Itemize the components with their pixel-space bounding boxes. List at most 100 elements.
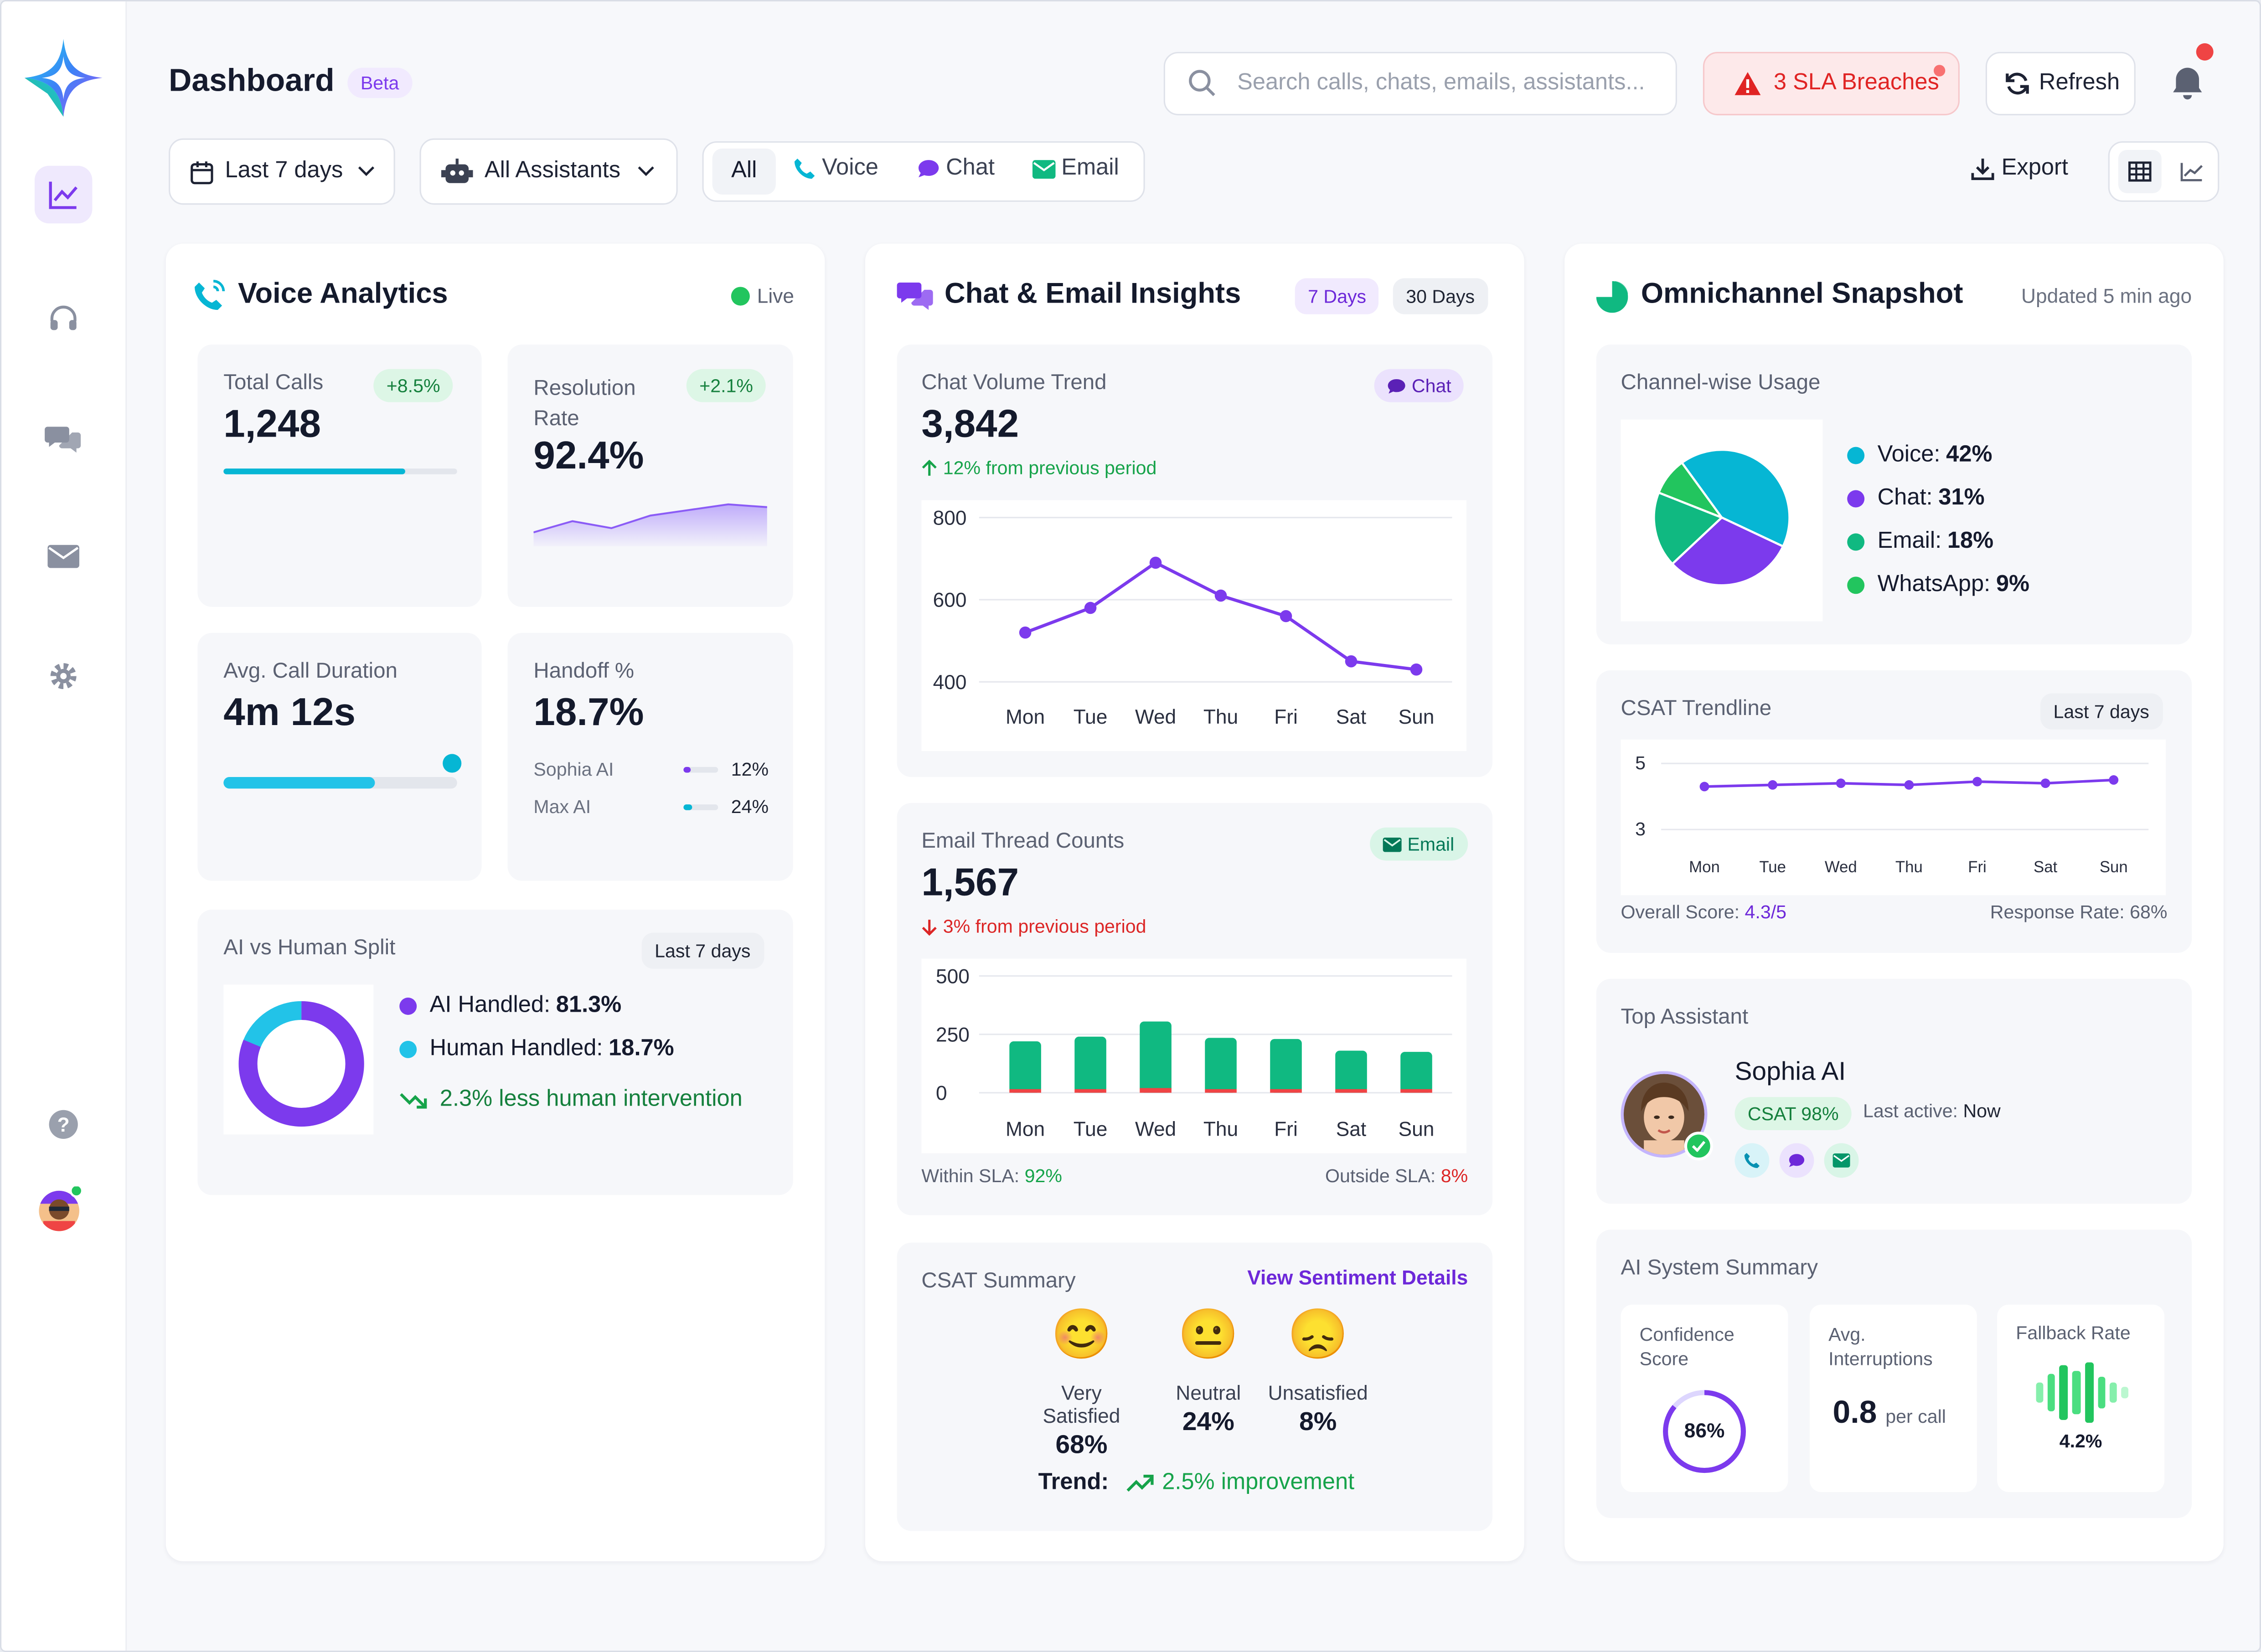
voice-card-title: Voice Analytics	[237, 278, 448, 310]
csat-item-label: Neutral	[1176, 1381, 1241, 1405]
fallback-value: 4.2%	[2059, 1430, 2102, 1452]
email-change-text: 3% from previous period	[943, 915, 1146, 937]
y-tick-label: 400	[933, 671, 967, 694]
assistant-avatar[interactable]	[1621, 1071, 1714, 1161]
y-tick-label: 600	[933, 589, 967, 612]
notification-dot	[2196, 43, 2214, 61]
live-indicator: Live	[731, 284, 794, 307]
legend-label: Email:	[1877, 529, 1942, 554]
ai-summary-title: AI System Summary	[1621, 1256, 1818, 1281]
sparkline-area	[533, 504, 767, 546]
csat-summary-title: CSAT Summary	[921, 1268, 1076, 1293]
human-legend-value: 18.7%	[609, 1036, 674, 1061]
envelope-icon	[47, 545, 79, 568]
view-toggle	[2108, 141, 2220, 202]
sad-emoji-icon: 😞	[1287, 1307, 1349, 1363]
x-tick-label: Thu	[1203, 1118, 1238, 1141]
split-trend-text: 2.3% less human intervention	[439, 1087, 743, 1112]
beta-badge: Beta	[347, 67, 412, 98]
email-nav[interactable]	[35, 528, 93, 586]
human-legend-dot	[399, 1040, 417, 1058]
notifications-button[interactable]	[2167, 63, 2208, 111]
user-avatar[interactable]	[37, 1184, 83, 1232]
range-7-days-button[interactable]: 7 Days	[1295, 278, 1379, 314]
tab-email[interactable]: Email	[1032, 156, 1119, 182]
legend-value: 9%	[1996, 572, 2029, 597]
y-tick-label: 3	[1635, 818, 1646, 839]
top-assistant-tile: Top Assistant Sophia AI CSAT 98% Last ac…	[1596, 978, 2192, 1204]
x-tick-label: Tue	[1074, 706, 1108, 728]
chat-volume-point	[1084, 602, 1097, 614]
tab-voice[interactable]: Voice	[793, 156, 878, 182]
x-tick-label: Fri	[1274, 1118, 1298, 1141]
search-input[interactable]: Search calls, chats, emails, assistants.…	[1237, 71, 1645, 95]
email-thread-label: Email Thread Counts	[921, 829, 1125, 854]
legend-dot	[1847, 447, 1865, 464]
chat-volume-chart: 800 600 400 Mon Tue Wed Thu Fri Sat Sun	[921, 500, 1467, 751]
refresh-button[interactable]: Refresh	[1985, 51, 2136, 116]
voice-nav[interactable]	[35, 290, 93, 348]
csat-item-label: Unsatisfied	[1268, 1381, 1368, 1405]
resolution-rate-tile: Resolution Rate +2.1% 92.4%	[507, 345, 793, 607]
avg-duration-marker	[443, 754, 462, 773]
live-label: Live	[757, 284, 794, 307]
trending-down-icon	[400, 1093, 427, 1109]
tab-all-label: All	[731, 158, 757, 183]
email-thread-chart: 500 250 0 Mon Tue Wed Thu Fri Sat Sun	[921, 958, 1467, 1153]
view-sentiment-details-link[interactable]: View Sentiment Details	[1247, 1266, 1468, 1289]
settings-nav[interactable]	[35, 647, 93, 705]
grid-view-button[interactable]	[2118, 149, 2162, 193]
ai-legend-value: 81.3%	[556, 993, 622, 1018]
brand-logo[interactable]	[21, 36, 105, 119]
x-tick-label: Sun	[2100, 859, 2128, 876]
chat-bubble-icon	[919, 160, 939, 178]
chart-view-button[interactable]	[2170, 150, 2214, 193]
assistant-select[interactable]: All Assistants	[419, 138, 678, 205]
chat-volume-point	[1280, 610, 1292, 623]
split-title: AI vs Human Split	[223, 935, 396, 960]
export-button[interactable]: Export	[1971, 156, 2068, 182]
x-tick-label: Sat	[1336, 1118, 1366, 1141]
sla-alert-dot	[1933, 65, 1946, 77]
email-bar-within-sla	[1074, 1036, 1106, 1093]
within-sla: Within SLA: 92%	[921, 1165, 1062, 1186]
chat-badge: Chat	[1374, 369, 1465, 402]
email-bar-outside-sla	[1335, 1089, 1367, 1093]
legend-value: 31%	[1938, 486, 1985, 510]
csat-item-value: 68%	[1055, 1430, 1108, 1459]
help-nav[interactable]: ?	[35, 1096, 93, 1153]
handoff-row-bar-fill	[683, 804, 692, 810]
smile-emoji-icon: 😊	[1051, 1307, 1112, 1363]
assistant-email-channel[interactable]	[1824, 1143, 1859, 1178]
chat-volume-point	[1019, 626, 1032, 639]
export-label: Export	[2001, 155, 2068, 180]
assistant-voice-channel[interactable]	[1734, 1143, 1770, 1178]
ai-system-summary-tile: AI System Summary Confidence Score 86% A…	[1596, 1230, 2192, 1518]
sla-breaches-button[interactable]: 3 SLA Breaches	[1703, 51, 1960, 116]
range-30-days-button[interactable]: 30 Days	[1393, 278, 1488, 314]
legend-value: 42%	[1946, 443, 1993, 467]
chat-volume-point	[1149, 556, 1162, 569]
avg-call-duration-tile: Avg. Call Duration 4m 12s	[197, 633, 482, 881]
phone-icon	[1744, 1153, 1760, 1168]
x-tick-label: Wed	[1825, 859, 1857, 876]
chat-bubbles-icon	[897, 283, 933, 310]
chat-nav[interactable]	[35, 409, 93, 467]
analytics-nav[interactable]	[34, 165, 93, 224]
resolution-rate-value: 92.4%	[533, 434, 644, 478]
refresh-icon	[2006, 72, 2029, 95]
fallback-rate-panel: Fallback Rate 4.2%	[1997, 1304, 2165, 1492]
total-calls-value: 1,248	[223, 402, 321, 446]
handoff-value: 18.7%	[533, 690, 644, 734]
date-range-select[interactable]: Last 7 days	[169, 138, 395, 205]
gear-icon	[50, 663, 77, 690]
tab-all[interactable]: All	[712, 148, 776, 195]
global-search[interactable]: Search calls, chats, emails, assistants.…	[1163, 51, 1677, 116]
legend-dot	[1847, 490, 1865, 508]
phone-waves-icon	[195, 279, 225, 310]
tab-chat[interactable]: Chat	[917, 156, 995, 182]
csat-summary-tile: CSAT Summary View Sentiment Details 😊 Ve…	[897, 1242, 1493, 1531]
calendar-icon	[191, 160, 213, 184]
split-donut-panel	[223, 984, 374, 1135]
assistant-chat-channel[interactable]	[1779, 1143, 1814, 1178]
